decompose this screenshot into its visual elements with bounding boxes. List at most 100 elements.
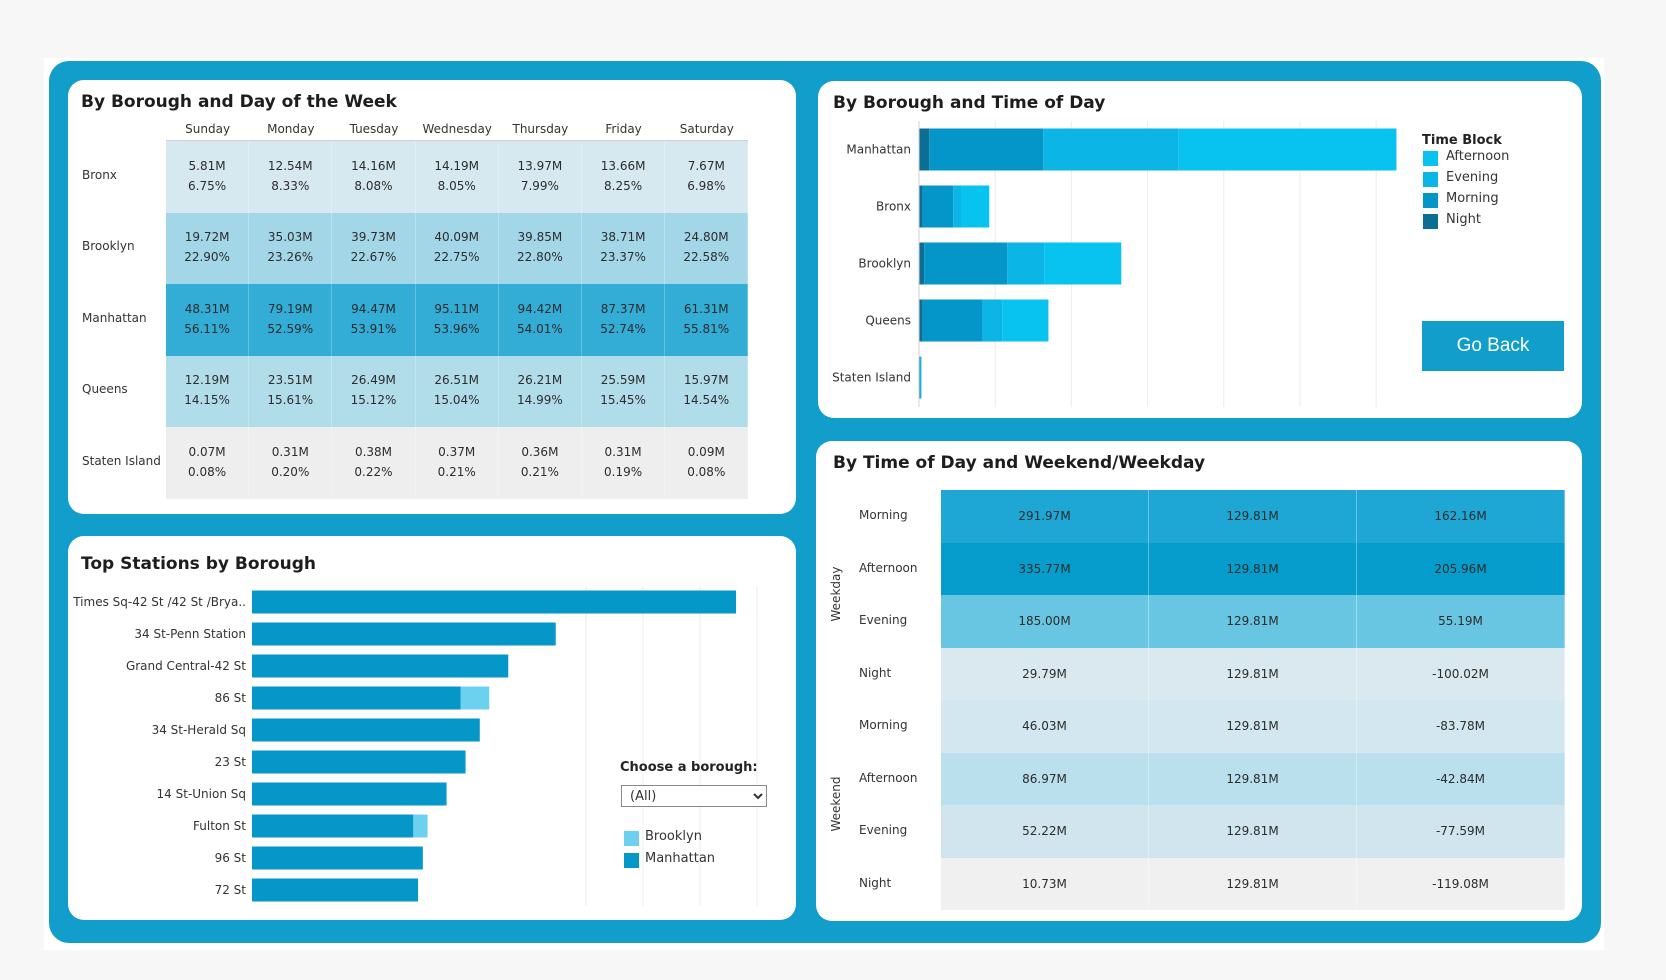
time-block-bar-afternoon[interactable] bbox=[1002, 299, 1049, 342]
borough-row-header: Brooklyn bbox=[82, 239, 135, 254]
borough-row-header: Manhattan bbox=[82, 310, 147, 325]
station-bar-brooklyn[interactable] bbox=[460, 686, 490, 710]
station-bar-manhattan[interactable] bbox=[252, 686, 461, 710]
borough-filter-label: Choose a borough: bbox=[620, 760, 758, 775]
cell-value: 12.19M bbox=[184, 373, 230, 388]
time-block-bar-afternoon[interactable] bbox=[1044, 242, 1122, 285]
cell-percent: 22.80% bbox=[517, 250, 563, 265]
weekend-heat-cell: 162.16M bbox=[1357, 490, 1565, 543]
cell-value: 25.59M bbox=[600, 373, 646, 388]
cell-percent: 55.81% bbox=[683, 321, 730, 336]
station-bar-manhattan[interactable] bbox=[252, 590, 737, 614]
cell-value: 23.51M bbox=[267, 373, 313, 388]
station-bar-manhattan[interactable] bbox=[252, 654, 509, 678]
time-block-bar-night[interactable] bbox=[919, 242, 925, 285]
weekend-heat-cell: 129.81M bbox=[1149, 647, 1357, 700]
borough-day-card: By Borough and Day of the Week Sunday Mon… bbox=[68, 80, 796, 514]
legend-label-brooklyn: Brooklyn bbox=[645, 829, 702, 844]
station-axis-label: 86 St bbox=[215, 691, 247, 705]
borough-day-title: By Borough and Day of the Week bbox=[81, 92, 397, 112]
weekend-weekday-title: By Time of Day and Weekend/Weekday bbox=[833, 453, 1206, 473]
time-block-bar-evening[interactable] bbox=[1043, 128, 1179, 171]
time-block-bar-morning[interactable] bbox=[924, 242, 1008, 285]
cell-value: 26.49M bbox=[351, 373, 396, 388]
weekend-heat-cell: -100.02M bbox=[1357, 647, 1565, 700]
weekend-heat-cell: 205.96M bbox=[1357, 542, 1565, 595]
time-block-bar-afternoon[interactable] bbox=[1178, 128, 1397, 171]
time-block-bar-morning[interactable] bbox=[919, 356, 921, 399]
station-axis-label: 72 St bbox=[215, 883, 247, 897]
time-block-bar-night[interactable] bbox=[919, 185, 923, 228]
station-bar-manhattan[interactable] bbox=[252, 750, 466, 774]
time-row-header: Night bbox=[859, 665, 892, 680]
cell-percent: 0.20% bbox=[271, 464, 310, 479]
legend-label-afternoon: Afternoon bbox=[1446, 149, 1510, 164]
cell-value: 40.09M bbox=[434, 230, 480, 245]
cell-value: 94.47M bbox=[351, 301, 396, 316]
cell-value: 87.37M bbox=[600, 301, 646, 316]
cell-value: 39.85M bbox=[517, 230, 563, 245]
weekend-heat-cell: 129.81M bbox=[1149, 490, 1357, 543]
weekend-heat-cell: 52.22M bbox=[941, 805, 1149, 858]
station-bar-manhattan[interactable] bbox=[252, 782, 447, 806]
cell-value: 14.19M bbox=[434, 158, 480, 173]
time-block-bar-evening[interactable] bbox=[1007, 242, 1045, 285]
time-block-bar-morning[interactable] bbox=[922, 185, 954, 228]
legend-swatch-afternoon bbox=[1423, 151, 1438, 166]
cell-value: 61.31M bbox=[683, 301, 729, 316]
cell-percent: 0.22% bbox=[354, 464, 393, 479]
station-axis-label: 34 St-Penn Station bbox=[134, 627, 246, 641]
weekend-heat-cell: 185.00M bbox=[941, 595, 1149, 648]
heat-cell: 94.47M 53.91% bbox=[332, 284, 416, 356]
legend-label-manhattan: Manhattan bbox=[645, 851, 716, 866]
station-axis-label: 23 St bbox=[215, 755, 247, 769]
cell-percent: 8.33% bbox=[271, 178, 310, 193]
weekend-heat-cell: 46.03M bbox=[941, 700, 1149, 753]
station-bar-manhattan[interactable] bbox=[252, 622, 556, 646]
cell-value: 95.11M bbox=[434, 301, 480, 316]
cell-value: 19.72M bbox=[184, 230, 230, 245]
heat-cell: 35.03M 23.26% bbox=[249, 212, 333, 284]
cell-percent: 14.54% bbox=[683, 393, 730, 408]
heat-cell: 61.31M 55.81% bbox=[665, 284, 749, 356]
cell-value: 5.81M bbox=[188, 158, 226, 173]
time-block-bar-morning[interactable] bbox=[922, 299, 983, 342]
day-column-header: Thursday bbox=[512, 122, 569, 136]
go-back-button[interactable]: Go Back bbox=[1422, 321, 1564, 371]
heat-cell: 39.85M 22.80% bbox=[498, 212, 582, 284]
station-bar-manhattan[interactable] bbox=[252, 814, 414, 838]
cell-percent: 22.90% bbox=[184, 250, 230, 265]
cell-value: 0.31M bbox=[271, 444, 309, 459]
station-bar-manhattan[interactable] bbox=[252, 718, 480, 742]
weekend-heat-cell: -119.08M bbox=[1357, 857, 1565, 910]
weekend-heat-cell: 335.77M bbox=[941, 542, 1149, 595]
time-block-bar-night[interactable] bbox=[919, 299, 923, 342]
time-block-bar-night[interactable] bbox=[919, 128, 930, 171]
heat-cell: 15.97M 14.54% bbox=[665, 355, 749, 427]
time-legend-title: Time Block bbox=[1422, 133, 1502, 148]
cell-value: 0.38M bbox=[354, 444, 393, 459]
time-block-bar-evening[interactable] bbox=[982, 299, 1003, 342]
time-block-bar-evening[interactable] bbox=[953, 185, 961, 228]
time-block-bar-afternoon[interactable] bbox=[961, 185, 990, 228]
cell-percent: 0.08% bbox=[188, 464, 227, 479]
cell-percent: 15.12% bbox=[350, 393, 397, 408]
weekend-heat-cell: 129.81M bbox=[1149, 752, 1357, 805]
time-block-bar-morning[interactable] bbox=[929, 128, 1044, 171]
station-bar-brooklyn[interactable] bbox=[413, 814, 428, 838]
station-bar-manhattan[interactable] bbox=[252, 878, 419, 902]
heat-cell: 12.19M 14.15% bbox=[166, 355, 250, 427]
cell-value: 38.71M bbox=[600, 230, 646, 245]
cell-percent: 8.08% bbox=[354, 178, 393, 193]
cell-percent: 23.37% bbox=[600, 250, 646, 265]
borough-axis-label: Manhattan bbox=[846, 143, 911, 157]
time-row-header: Morning bbox=[859, 508, 908, 523]
station-bar-manhattan[interactable] bbox=[252, 846, 423, 870]
legend-label-morning: Morning bbox=[1446, 191, 1499, 206]
borough-axis-label: Brooklyn bbox=[858, 257, 911, 271]
borough-filter-select[interactable]: (All) bbox=[621, 785, 767, 807]
heat-cell: 87.37M 52.74% bbox=[582, 284, 666, 356]
time-row-header: Morning bbox=[859, 718, 908, 733]
cell-percent: 22.58% bbox=[683, 250, 730, 265]
